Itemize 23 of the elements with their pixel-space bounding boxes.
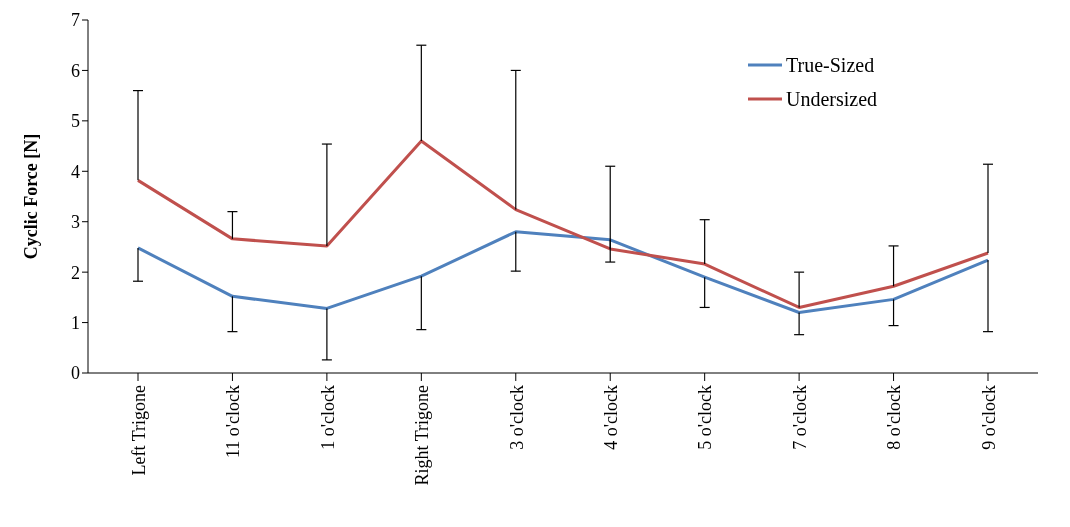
x-tick-label: 11 o'clock — [223, 385, 244, 459]
legend-label: Undersized — [786, 87, 878, 111]
y-tick-label: 5 — [71, 111, 80, 132]
x-tick-label: 1 o'clock — [317, 385, 338, 450]
y-tick-label: 1 — [71, 312, 80, 333]
y-tick-label: 2 — [71, 262, 80, 283]
legend-label: True-Sized — [786, 53, 875, 77]
x-tick-label: 7 o'clock — [789, 385, 810, 450]
x-tick-label: 4 o'clock — [601, 385, 621, 450]
y-tick-label: 4 — [71, 161, 80, 182]
x-tick-label: Right Trigone — [412, 384, 433, 486]
x-tick-label: 9 o'clock — [978, 385, 999, 450]
y-axis-title: Cyclic Force [N] — [21, 133, 42, 260]
x-tick-label: 5 o'clock — [695, 385, 716, 450]
y-tick-label: 7 — [71, 10, 80, 31]
y-tick-label: 6 — [71, 60, 80, 81]
x-tick-label: 3 o'clock — [506, 385, 527, 450]
y-tick-label: 3 — [71, 212, 80, 233]
line-series — [136, 139, 990, 309]
x-tick-label: 8 o'clock — [884, 385, 905, 450]
line-series — [136, 230, 990, 314]
y-tick-label: 0 — [71, 363, 80, 384]
x-tick-label: Left Trigone — [128, 385, 149, 476]
